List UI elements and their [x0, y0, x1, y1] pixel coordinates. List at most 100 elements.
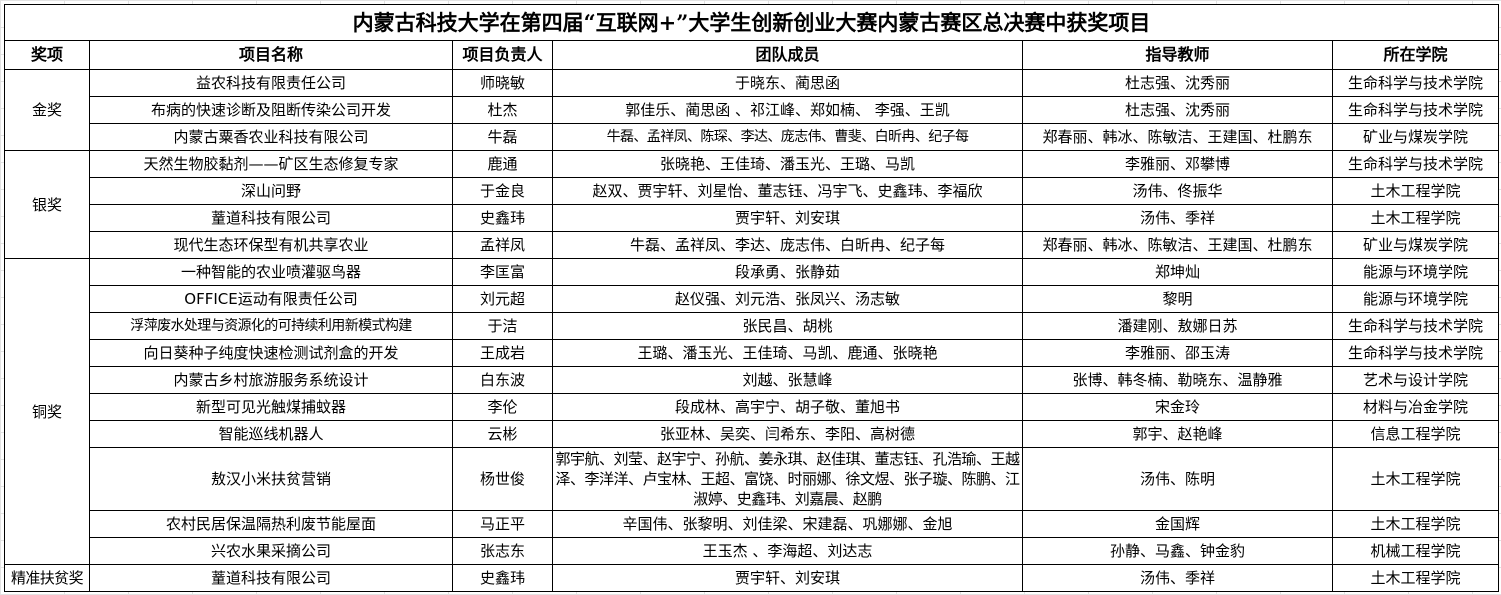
advisors-cell[interactable]: 汤伟、季祥 — [1022, 564, 1333, 592]
header-college[interactable]: 所在学院 — [1332, 40, 1499, 70]
members-cell[interactable]: 张民昌、胡桃 — [552, 312, 1023, 340]
advisors-cell[interactable]: 金国辉 — [1022, 510, 1333, 538]
leader-cell[interactable]: 孟祥凤 — [452, 231, 553, 259]
college-cell[interactable]: 矿业与煤炭学院 — [1332, 123, 1499, 151]
members-cell[interactable]: 张亚林、吴奕、闫希东、李阳、高树德 — [552, 420, 1023, 448]
college-cell[interactable]: 矿业与煤炭学院 — [1332, 231, 1499, 259]
members-cell[interactable]: 王玉杰 、李海超、刘达志 — [552, 537, 1023, 565]
leader-cell[interactable]: 张志东 — [452, 537, 553, 565]
advisors-cell[interactable]: 李雅丽、邓攀博 — [1022, 150, 1333, 178]
header-award[interactable]: 奖项 — [4, 40, 90, 70]
project-name-cell[interactable]: 深山问野 — [89, 177, 453, 205]
leader-cell[interactable]: 云彬 — [452, 420, 553, 448]
leader-cell[interactable]: 马正平 — [452, 510, 553, 538]
advisors-cell[interactable]: 孙静、马鑫、钟金豹 — [1022, 537, 1333, 565]
project-name-cell[interactable]: 一种智能的农业喷灌驱鸟器 — [89, 258, 453, 286]
members-cell[interactable]: 刘越、张慧峰 — [552, 366, 1023, 394]
college-cell[interactable]: 土木工程学院 — [1332, 510, 1499, 538]
members-cell[interactable]: 王璐、潘玉光、王佳琦、马凯、鹿通、张晓艳 — [552, 339, 1023, 367]
header-leader[interactable]: 项目负责人 — [452, 40, 553, 70]
award-cell[interactable]: 金奖 — [4, 69, 90, 151]
members-cell[interactable]: 于晓东、蔺思函 — [552, 69, 1023, 97]
leader-cell[interactable]: 白东波 — [452, 366, 553, 394]
college-cell[interactable]: 能源与环境学院 — [1332, 258, 1499, 286]
project-name-cell[interactable]: 农村民居保温隔热利废节能屋面 — [89, 510, 453, 538]
leader-cell[interactable]: 李匡富 — [452, 258, 553, 286]
project-name-cell[interactable]: 兴农水果采摘公司 — [89, 537, 453, 565]
college-cell[interactable]: 能源与环境学院 — [1332, 285, 1499, 313]
header-advisors[interactable]: 指导教师 — [1022, 40, 1333, 70]
project-name-cell[interactable]: 敖汉小米扶贫营销 — [89, 447, 453, 511]
members-cell[interactable]: 牛磊、孟祥凤、李达、庞志伟、白昕冉、纪子每 — [552, 231, 1023, 259]
members-cell[interactable]: 贾宇轩、刘安琪 — [552, 564, 1023, 592]
header-members[interactable]: 团队成员 — [552, 40, 1023, 70]
members-cell[interactable]: 郭宇航、刘莹、赵宇宁、孙航、姜永琪、赵佳琪、董志钰、孔浩瑜、王越泽、李洋洋、卢宝… — [552, 447, 1023, 511]
leader-cell[interactable]: 刘元超 — [452, 285, 553, 313]
award-cell[interactable]: 精准扶贫奖 — [4, 564, 90, 592]
project-name-cell[interactable]: 智能巡线机器人 — [89, 420, 453, 448]
leader-cell[interactable]: 史鑫玮 — [452, 564, 553, 592]
header-project[interactable]: 项目名称 — [89, 40, 453, 70]
members-cell[interactable]: 郭佳乐、蔺思函 、祁江峰、郑如楠、 李强、王凯 — [552, 96, 1023, 124]
project-name-cell[interactable]: 天然生物胶黏剂——矿区生态修复专家 — [89, 150, 453, 178]
project-name-cell[interactable]: 内蒙古乡村旅游服务系统设计 — [89, 366, 453, 394]
college-cell[interactable]: 土木工程学院 — [1332, 177, 1499, 205]
college-cell[interactable]: 艺术与设计学院 — [1332, 366, 1499, 394]
advisors-cell[interactable]: 李雅丽、邵玉涛 — [1022, 339, 1333, 367]
members-cell[interactable]: 牛磊、孟祥凤、陈琛、李达、庞志伟、曹斐、白昕冉、纪子每 — [552, 123, 1023, 151]
advisors-cell[interactable]: 杜志强、沈秀丽 — [1022, 96, 1333, 124]
college-cell[interactable]: 机械工程学院 — [1332, 537, 1499, 565]
advisors-cell[interactable]: 潘建刚、敖娜日苏 — [1022, 312, 1333, 340]
members-cell[interactable]: 段承勇、张静茹 — [552, 258, 1023, 286]
advisors-cell[interactable]: 汤伟、季祥 — [1022, 204, 1333, 232]
leader-cell[interactable]: 王成岩 — [452, 339, 553, 367]
advisors-cell[interactable]: 郑春丽、韩冰、陈敏洁、王建国、杜鹏东 — [1022, 231, 1333, 259]
college-cell[interactable]: 生命科学与技术学院 — [1332, 312, 1499, 340]
college-cell[interactable]: 材料与冶金学院 — [1332, 393, 1499, 421]
project-name-cell[interactable]: OFFICE运动有限责任公司 — [89, 285, 453, 313]
project-name-cell[interactable]: 内蒙古粟香农业科技有限公司 — [89, 123, 453, 151]
leader-cell[interactable]: 史鑫玮 — [452, 204, 553, 232]
members-cell[interactable]: 辛国伟、张黎明、刘佳梁、宋建磊、巩娜娜、金旭 — [552, 510, 1023, 538]
project-name-cell[interactable]: 布病的快速诊断及阻断传染公司开发 — [89, 96, 453, 124]
leader-cell[interactable]: 牛磊 — [452, 123, 553, 151]
college-cell[interactable]: 土木工程学院 — [1332, 564, 1499, 592]
members-cell[interactable]: 张晓艳、王佳琦、潘玉光、王璐、马凯 — [552, 150, 1023, 178]
advisors-cell[interactable]: 黎明 — [1022, 285, 1333, 313]
members-cell[interactable]: 赵双、贾宇轩、刘星怡、董志钰、冯宇飞、史鑫玮、李福欣 — [552, 177, 1023, 205]
project-name-cell[interactable]: 浮萍废水处理与资源化的可持续利用新模式构建 — [89, 312, 453, 340]
project-name-cell[interactable]: 向日葵种子纯度快速检测试剂盒的开发 — [89, 339, 453, 367]
advisors-cell[interactable]: 宋金玲 — [1022, 393, 1333, 421]
project-name-cell[interactable]: 蕫道科技有限公司 — [89, 564, 453, 592]
project-name-cell[interactable]: 益农科技有限责任公司 — [89, 69, 453, 97]
college-cell[interactable]: 生命科学与技术学院 — [1332, 150, 1499, 178]
leader-cell[interactable]: 李伦 — [452, 393, 553, 421]
leader-cell[interactable]: 杨世俊 — [452, 447, 553, 511]
advisors-cell[interactable]: 张博、韩冬楠、勒晓东、温静雅 — [1022, 366, 1333, 394]
advisors-cell[interactable]: 汤伟、陈明 — [1022, 447, 1333, 511]
advisors-cell[interactable]: 郭宇、赵艳峰 — [1022, 420, 1333, 448]
advisors-cell[interactable]: 汤伟、佟振华 — [1022, 177, 1333, 205]
project-name-cell[interactable]: 现代生态环保型有机共享农业 — [89, 231, 453, 259]
college-cell[interactable]: 生命科学与技术学院 — [1332, 339, 1499, 367]
college-cell[interactable]: 生命科学与技术学院 — [1332, 96, 1499, 124]
advisors-cell[interactable]: 杜志强、沈秀丽 — [1022, 69, 1333, 97]
project-name-cell[interactable]: 新型可见光触煤捕蚊器 — [89, 393, 453, 421]
project-name-cell[interactable]: 蕫道科技有限公司 — [89, 204, 453, 232]
leader-cell[interactable]: 师晓敏 — [452, 69, 553, 97]
members-cell[interactable]: 贾宇轩、刘安琪 — [552, 204, 1023, 232]
leader-cell[interactable]: 鹿通 — [452, 150, 553, 178]
award-cell[interactable]: 铜奖 — [4, 258, 90, 565]
leader-cell[interactable]: 于洁 — [452, 312, 553, 340]
college-cell[interactable]: 土木工程学院 — [1332, 204, 1499, 232]
advisors-cell[interactable]: 郑春丽、韩冰、陈敏洁、王建国、杜鹏东 — [1022, 123, 1333, 151]
leader-cell[interactable]: 杜杰 — [452, 96, 553, 124]
sheet-title[interactable]: 内蒙古科技大学在第四届“互联网+”大学生创新创业大赛内蒙古赛区总决赛中获奖项目 — [4, 4, 1499, 41]
members-cell[interactable]: 赵仪强、刘元浩、张凤兴、汤志敏 — [552, 285, 1023, 313]
advisors-cell[interactable]: 郑坤灿 — [1022, 258, 1333, 286]
members-cell[interactable]: 段成林、高宇宁、胡子敬、董旭书 — [552, 393, 1023, 421]
college-cell[interactable]: 生命科学与技术学院 — [1332, 69, 1499, 97]
college-cell[interactable]: 信息工程学院 — [1332, 420, 1499, 448]
leader-cell[interactable]: 于金良 — [452, 177, 553, 205]
award-cell[interactable]: 银奖 — [4, 150, 90, 259]
